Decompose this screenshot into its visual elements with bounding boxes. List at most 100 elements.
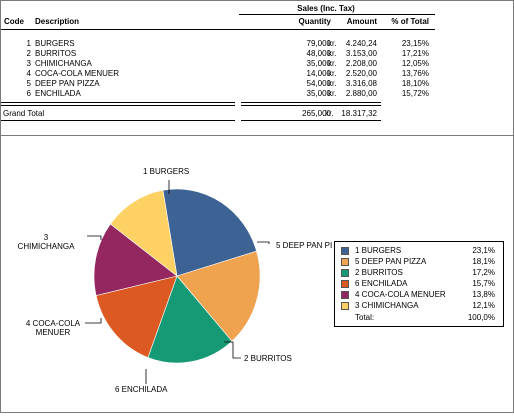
legend-item-pct: 13,8% — [472, 290, 495, 299]
column-header-pct: % of Total — [391, 17, 429, 26]
row-amount: 3.153,00 — [345, 49, 377, 58]
legend-item-name: 1 BURGERS — [355, 246, 402, 255]
row-pct: 17,21% — [401, 49, 429, 58]
row-currency: kr. — [328, 89, 337, 98]
row-code: 3 — [26, 59, 31, 68]
slice-label-coca-line1: 4 COCA-COLA — [25, 319, 81, 328]
legend-swatch — [341, 258, 349, 266]
legend-swatch — [341, 291, 349, 299]
row-amount: 2.880,00 — [345, 89, 377, 98]
row-quantity: 54,000 — [306, 79, 331, 88]
legend-item: 4 COCA-COLA MENUER 13,8% — [335, 290, 503, 300]
pie-slice-6 — [110, 189, 178, 277]
slice-label-burritos: 2 BURRITOS — [244, 354, 292, 363]
sales-report-table: Sales (Inc. Tax) Code Description Quanti… — [1, 1, 513, 135]
row-code: 4 — [26, 69, 31, 78]
pie-slice-5 — [93, 223, 178, 296]
grand-total-quantity: 265,000 — [302, 109, 331, 118]
row-description: BURGERS — [35, 39, 75, 48]
row-quantity: 35,000 — [306, 89, 331, 98]
legend-total-label: Total: — [355, 313, 375, 322]
row-currency: kr. — [328, 69, 337, 78]
row-pct: 12,05% — [401, 59, 429, 68]
slice-label-chimi-line1: 3 — [43, 233, 49, 242]
total-rule-quantity — [241, 102, 331, 103]
total-rule-top-double — [1, 105, 235, 106]
row-code: 5 — [26, 79, 31, 88]
leader-line-burritos — [224, 341, 241, 359]
row-currency: kr. — [328, 39, 337, 48]
leader-line-pizza — [257, 241, 270, 244]
grand-total-amount: 18.317,32 — [341, 109, 377, 118]
legend-item: 2 BURRITOS 17,2% — [335, 268, 503, 278]
leader-line-chimi — [87, 235, 102, 240]
grand-total-label: Grand Total — [3, 109, 45, 118]
legend-item-name: 3 CHIMICHANGA — [355, 301, 419, 310]
column-header-quantity: Quantity — [298, 17, 331, 26]
header-underline — [1, 29, 435, 30]
pie-slice-4 — [95, 275, 178, 358]
row-pct: 15,72% — [401, 89, 429, 98]
pie-slice-3 — [147, 275, 233, 364]
row-description: COCA-COLA MENUER — [35, 69, 120, 78]
row-currency: kr. — [328, 59, 337, 68]
slice-label-coca-cola: 4 COCA-COLA MENUER — [23, 319, 83, 337]
slice-label-chimi-line2: CHIMICHANGA — [17, 242, 75, 251]
row-amount: 3.316,08 — [345, 79, 377, 88]
total-rule-bottom-amount — [321, 120, 381, 121]
legend-item-name: 2 BURRITOS — [355, 268, 403, 277]
row-pct: 13,76% — [401, 69, 429, 78]
pie-chart-svg — [85, 180, 270, 384]
legend-swatch — [341, 302, 349, 310]
row-quantity: 79,000 — [306, 39, 331, 48]
total-rule-bottom — [1, 120, 235, 121]
total-rule-amount-double — [321, 105, 381, 106]
row-description: DEEP PAN PIZZA — [35, 79, 100, 88]
column-header-amount: Amount — [346, 17, 377, 26]
grand-total-currency: kr. — [325, 109, 334, 118]
sales-group-header: Sales (Inc. Tax) — [297, 4, 355, 13]
legend-total-row: Total: 100,0% — [335, 313, 503, 323]
row-quantity: 14,000 — [306, 69, 331, 78]
legend-item: 1 BURGERS 23,1% — [335, 246, 503, 256]
legend-item-name: 4 COCA-COLA MENUER — [355, 290, 446, 299]
group-header-rule — [239, 14, 435, 15]
legend-item: 5 DEEP PAN PIZZA 18,1% — [335, 257, 503, 267]
legend-item-pct: 15,7% — [472, 279, 495, 288]
legend-item-pct: 17,2% — [472, 268, 495, 277]
leader-line-coca — [85, 318, 102, 324]
row-pct: 23,15% — [401, 39, 429, 48]
legend-item: 3 CHIMICHANGA 12,1% — [335, 301, 503, 311]
legend-swatch — [341, 247, 349, 255]
section-divider — [1, 135, 513, 136]
column-header-code: Code — [4, 17, 24, 26]
total-rule-top — [1, 102, 235, 103]
row-description: ENCHILADA — [35, 89, 81, 98]
slice-label-chimichanga: 3 CHIMICHANGA — [13, 233, 79, 251]
column-header-description: Description — [35, 17, 80, 26]
slice-label-enchilada: 6 ENCHILADA — [115, 385, 168, 394]
legend-total-pct: 100,0% — [467, 313, 495, 322]
row-code: 6 — [26, 89, 31, 98]
row-currency: kr. — [328, 79, 337, 88]
row-amount: 4.240,24 — [345, 39, 377, 48]
slice-label-pizza: 5 DEEP PAN PI — [276, 241, 333, 250]
pie-slice-2 — [176, 250, 261, 342]
row-currency: kr. — [328, 49, 337, 58]
slice-label-burgers: 1 BURGERS — [143, 167, 190, 176]
row-description: CHIMICHANGA — [35, 59, 92, 68]
row-amount: 2.208,00 — [345, 59, 377, 68]
total-rule-quantity-double — [241, 105, 331, 106]
legend-item-name: 6 ENCHILADA — [355, 279, 408, 288]
total-rule-bottom-quantity — [241, 120, 331, 121]
sales-pie-chart: 1 BURGERS 5 DEEP PAN PI 2 BURRITOS 6 ENC… — [1, 136, 513, 412]
row-pct: 18,10% — [401, 79, 429, 88]
legend-item-pct: 23,1% — [472, 246, 495, 255]
row-amount: 2.520,00 — [345, 69, 377, 78]
legend-item-pct: 18,1% — [472, 257, 495, 266]
chart-legend: 1 BURGERS 23,1% 5 DEEP PAN PIZZA 18,1% 2… — [334, 241, 504, 327]
total-rule-amount — [321, 102, 381, 103]
pie-slice-1 — [162, 188, 257, 277]
legend-item-name: 5 DEEP PAN PIZZA — [355, 257, 427, 266]
